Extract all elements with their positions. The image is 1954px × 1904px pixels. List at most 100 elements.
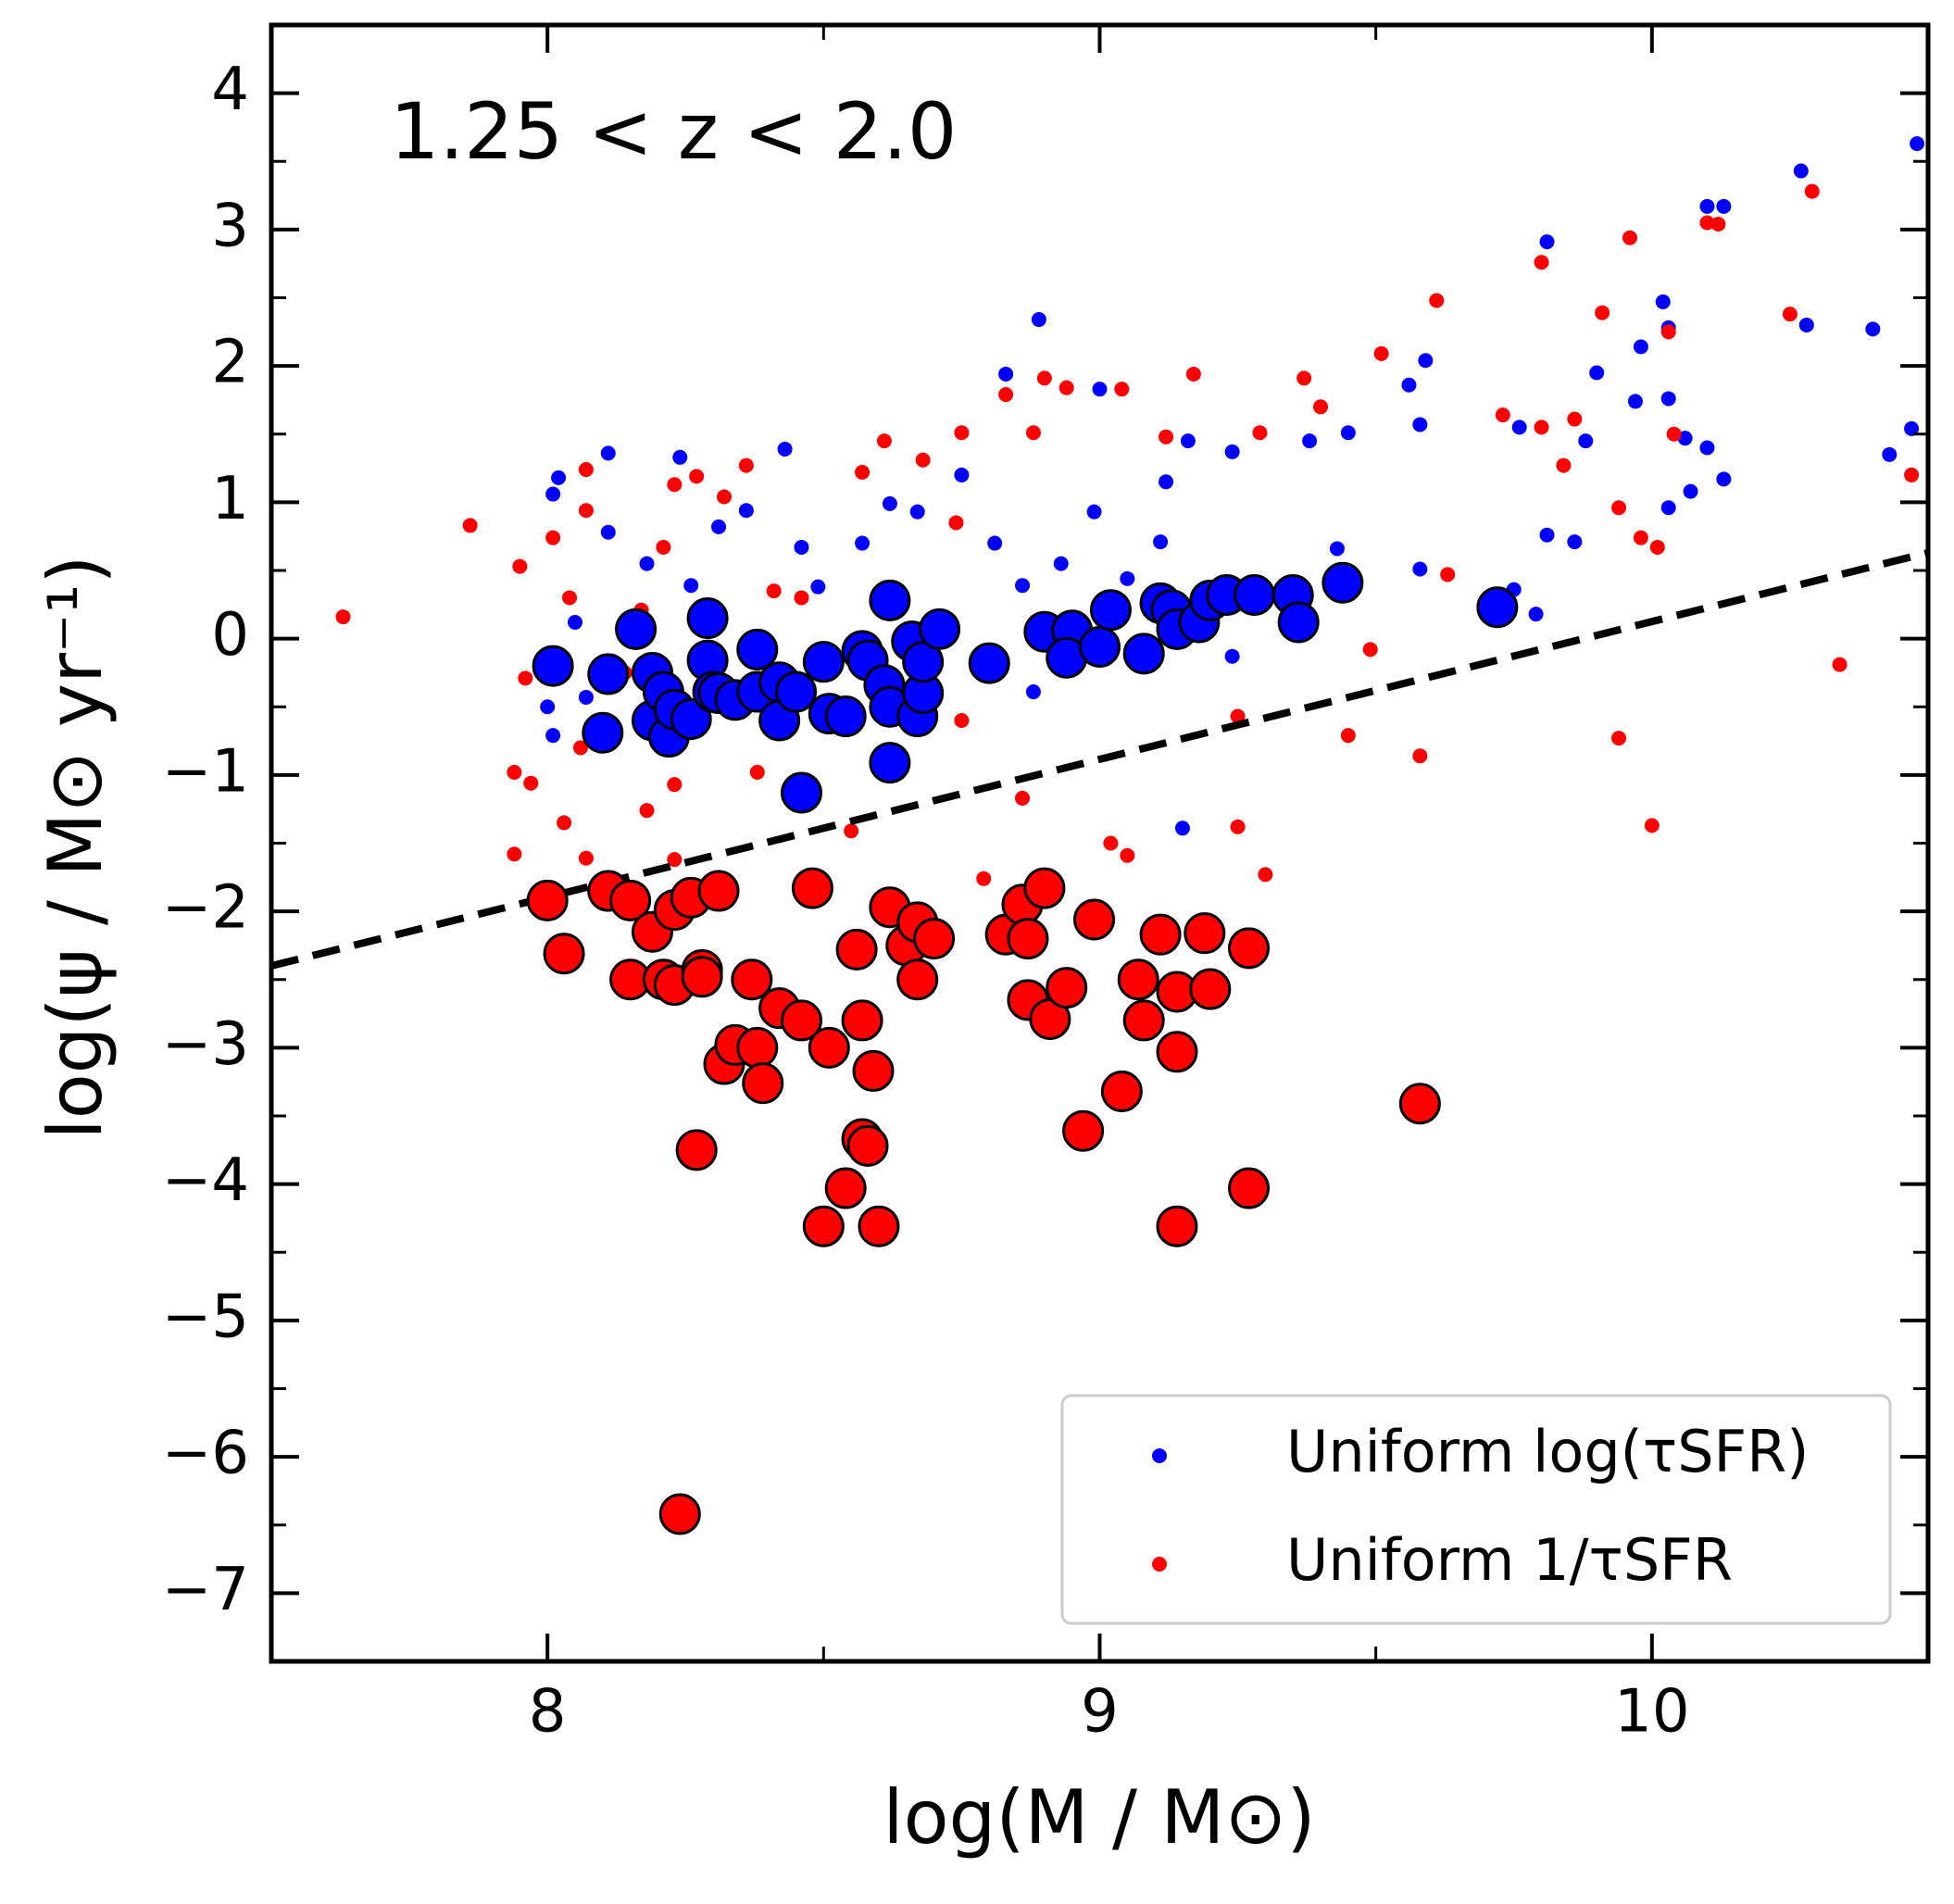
point bbox=[667, 852, 683, 868]
point bbox=[615, 608, 658, 650]
point bbox=[532, 645, 574, 687]
point bbox=[672, 449, 688, 465]
point bbox=[1228, 927, 1271, 970]
reference-line bbox=[271, 548, 1928, 970]
point bbox=[1398, 1083, 1441, 1125]
point bbox=[1495, 407, 1510, 423]
point bbox=[749, 764, 765, 780]
point bbox=[658, 1493, 701, 1535]
point bbox=[578, 462, 594, 478]
point bbox=[1710, 216, 1726, 232]
point bbox=[1511, 420, 1527, 435]
point bbox=[791, 867, 833, 909]
point bbox=[1401, 377, 1417, 393]
point bbox=[540, 699, 556, 715]
point bbox=[683, 578, 699, 594]
point bbox=[462, 518, 478, 533]
point bbox=[1086, 504, 1102, 520]
point bbox=[686, 597, 729, 640]
point bbox=[567, 614, 582, 630]
point bbox=[1031, 312, 1046, 328]
y-tick-label: 3 bbox=[211, 192, 249, 260]
point bbox=[1578, 433, 1594, 449]
point bbox=[1007, 918, 1049, 960]
point bbox=[578, 503, 594, 519]
point bbox=[869, 742, 911, 784]
point bbox=[1340, 728, 1356, 744]
point bbox=[697, 870, 740, 912]
point bbox=[578, 850, 594, 866]
point bbox=[507, 846, 522, 862]
point bbox=[1117, 958, 1159, 1001]
point bbox=[1699, 198, 1715, 214]
point bbox=[736, 1026, 779, 1069]
y-tick-label: 0 bbox=[211, 601, 249, 670]
point bbox=[1329, 541, 1345, 557]
point bbox=[1412, 417, 1428, 432]
point bbox=[1429, 293, 1445, 308]
point bbox=[1156, 1031, 1198, 1073]
point bbox=[855, 464, 871, 480]
point bbox=[1611, 500, 1627, 516]
point bbox=[1079, 625, 1121, 668]
point bbox=[766, 583, 782, 599]
point bbox=[545, 486, 561, 502]
point bbox=[543, 933, 585, 975]
point bbox=[1122, 633, 1165, 675]
point bbox=[810, 579, 826, 595]
point bbox=[1476, 586, 1519, 629]
point bbox=[1528, 607, 1544, 622]
point bbox=[578, 689, 594, 705]
point bbox=[1534, 255, 1549, 270]
point bbox=[896, 958, 939, 1001]
point bbox=[835, 928, 878, 971]
point bbox=[1539, 234, 1555, 250]
point bbox=[582, 711, 624, 754]
point bbox=[1660, 500, 1676, 516]
point bbox=[1539, 527, 1555, 543]
point bbox=[656, 539, 671, 555]
point bbox=[1120, 847, 1135, 863]
point bbox=[1373, 345, 1389, 361]
point bbox=[600, 524, 616, 540]
point bbox=[954, 712, 970, 728]
point bbox=[1782, 307, 1797, 322]
point bbox=[1644, 818, 1660, 833]
point bbox=[1089, 589, 1132, 632]
point bbox=[841, 999, 883, 1042]
point bbox=[1699, 215, 1715, 231]
point bbox=[557, 815, 572, 831]
point bbox=[1534, 420, 1549, 435]
point bbox=[846, 1124, 889, 1167]
point bbox=[1832, 657, 1848, 672]
point bbox=[1053, 556, 1069, 571]
point bbox=[1139, 913, 1182, 956]
x-tick-label: 9 bbox=[1081, 1678, 1119, 1747]
point bbox=[1184, 912, 1226, 955]
point bbox=[639, 556, 655, 571]
point bbox=[1015, 578, 1031, 594]
point bbox=[742, 1062, 784, 1105]
point bbox=[545, 530, 561, 545]
point bbox=[518, 670, 533, 686]
point bbox=[824, 695, 867, 738]
point bbox=[716, 489, 732, 505]
point bbox=[1362, 642, 1378, 658]
point bbox=[794, 539, 809, 555]
point bbox=[1622, 230, 1637, 245]
point bbox=[1092, 382, 1108, 397]
point bbox=[1058, 380, 1074, 395]
point bbox=[1910, 136, 1925, 152]
point bbox=[1716, 471, 1732, 487]
x-tick-label: 8 bbox=[529, 1678, 567, 1747]
point bbox=[1230, 819, 1246, 834]
point bbox=[1798, 317, 1814, 332]
point bbox=[1567, 534, 1583, 550]
point bbox=[998, 366, 1014, 382]
point bbox=[1660, 391, 1676, 407]
point bbox=[1321, 561, 1364, 604]
point bbox=[1015, 790, 1031, 806]
point bbox=[1159, 474, 1174, 490]
point bbox=[1804, 183, 1820, 199]
